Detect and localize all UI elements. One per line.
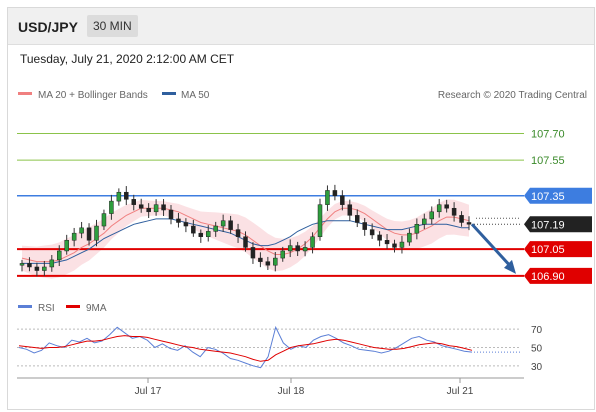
candle-body (243, 236, 248, 248)
chart-panel: USD/JPY 30 MIN Tuesday, July 21, 2020 2:… (7, 7, 595, 410)
symbol-label: USD/JPY (18, 19, 78, 35)
level-tag-box (524, 267, 592, 284)
candle-body (183, 222, 189, 227)
candle-body (280, 250, 285, 259)
candle-body (355, 215, 360, 223)
candle-body (101, 213, 107, 227)
candle-body (42, 266, 47, 271)
level-tag-label: 106.90 (531, 271, 565, 283)
candle-body (49, 259, 55, 268)
legend-rsi-label: RSI (38, 303, 55, 314)
chart-header: USD/JPY 30 MIN (8, 8, 594, 45)
candle-body (250, 247, 256, 259)
level-tag-box (524, 216, 592, 233)
candle-body (377, 234, 382, 241)
level-tag-box (524, 241, 592, 258)
candle-body (235, 229, 241, 237)
candle-body (392, 243, 397, 248)
candle-body (191, 225, 196, 234)
candle-body (340, 195, 345, 205)
candle-body (79, 227, 84, 234)
candle-body (414, 224, 420, 234)
x-tick-label: Jul 18 (278, 386, 305, 397)
candle-body (109, 200, 114, 214)
candle-body (273, 257, 278, 266)
candle-body (369, 229, 375, 236)
candle-body (295, 245, 300, 252)
candle-body (176, 218, 181, 223)
candle-body (220, 220, 226, 227)
rsi-line (18, 325, 473, 369)
legend-ma20-label: MA 20 + Bollinger Bands (38, 90, 148, 101)
level-tag-label: 107.05 (531, 244, 565, 256)
candle-body (124, 191, 129, 200)
candle-body (213, 225, 218, 232)
legend-9ma-swatch (66, 305, 80, 308)
rsi-9ma-line (18, 335, 473, 362)
candle-body (153, 204, 159, 213)
x-tick-label: Jul 21 (447, 386, 474, 397)
candle-body (347, 204, 353, 216)
forecast-arrow (470, 223, 514, 269)
candle-body (57, 250, 62, 261)
candle-body (444, 204, 449, 209)
candle-body (146, 207, 151, 213)
candle-body (198, 232, 204, 237)
candle-body (466, 222, 472, 225)
legend-rsi-swatch (18, 305, 32, 308)
candle-body (362, 222, 367, 230)
legend-ma20-swatch (18, 92, 32, 95)
candle-body (332, 190, 338, 197)
candle-body (407, 232, 412, 243)
x-tick-label: Jul 17 (135, 386, 162, 397)
candle-body (287, 245, 293, 252)
candle-body (94, 225, 99, 241)
candle-body (19, 263, 25, 266)
candle-body (71, 232, 77, 241)
candle-body (27, 263, 32, 268)
candle-body (302, 247, 308, 252)
candle-body (310, 236, 315, 248)
candle-body (206, 231, 211, 237)
source-label: Research © 2020 Trading Central (438, 90, 587, 101)
forecast-arrow-head (504, 259, 516, 274)
timeframe-button[interactable]: 30 MIN (87, 15, 138, 37)
candle-body (161, 204, 166, 211)
legend-9ma-label: 9MA (86, 303, 107, 314)
datetime-label: Tuesday, July 21, 2020 2:12:00 AM CET (20, 52, 235, 66)
candle-body (451, 207, 457, 216)
level-tag-label: 107.35 (531, 191, 565, 203)
candle-body (399, 241, 405, 248)
level-tag-label: 107.70 (531, 128, 565, 140)
rsi-level-label: 30 (531, 362, 543, 373)
legend-ma50-label: MA 50 (181, 90, 210, 101)
rsi-level-label: 50 (531, 344, 543, 355)
candle-body (265, 261, 271, 266)
candle-body (325, 190, 330, 205)
candle-body (459, 215, 464, 223)
candle-body (138, 204, 144, 209)
candle-body (64, 240, 69, 252)
candle-body (429, 211, 434, 220)
candle-body (116, 191, 122, 202)
legend-ma50-swatch (162, 92, 176, 95)
candle-body (34, 266, 40, 271)
level-tag-box (524, 187, 592, 204)
candle-body (384, 240, 390, 245)
candle-body (436, 204, 442, 213)
rsi-level-label: 70 (531, 325, 543, 336)
candle-body (86, 227, 92, 241)
candle-body (228, 220, 233, 230)
candle-body (258, 257, 263, 262)
candle-body (422, 218, 427, 225)
level-tag-label: 107.55 (531, 155, 565, 167)
level-tag-label: 107.19 (531, 219, 565, 231)
candle-body (168, 209, 174, 220)
candle-body (317, 204, 323, 237)
candle-body (131, 199, 136, 205)
